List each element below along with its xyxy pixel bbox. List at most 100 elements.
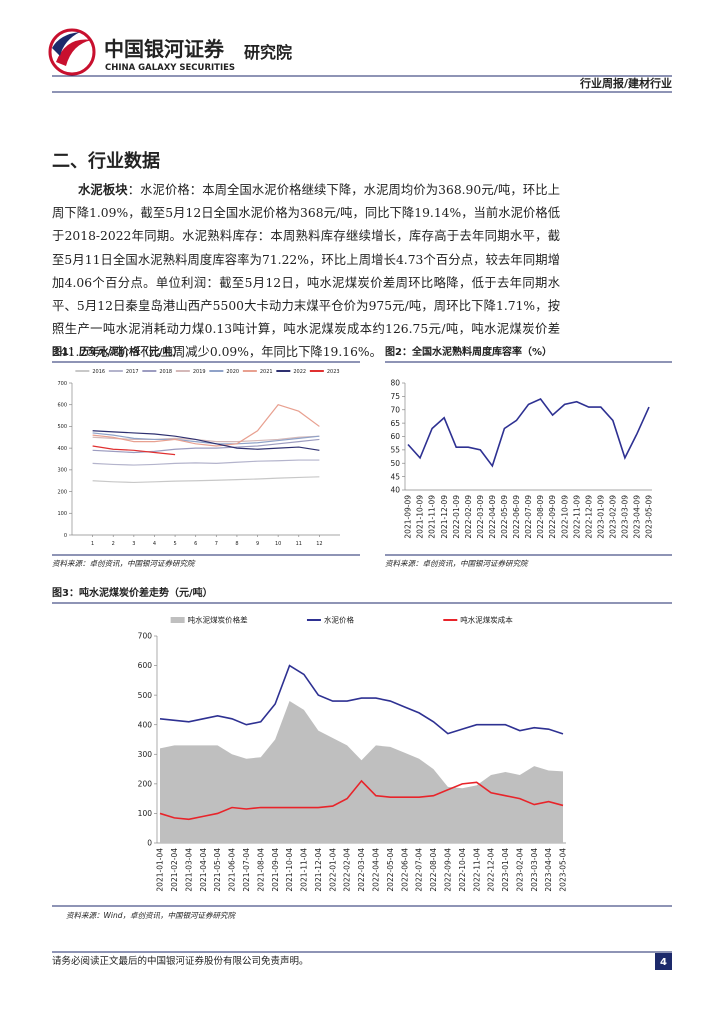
y-tick-label: 200	[138, 779, 153, 788]
x-tick-label: 2022-07-04	[415, 848, 424, 892]
y-tick-label: 65	[390, 419, 400, 428]
x-tick-label: 2023-01-04	[501, 848, 510, 892]
legend-label: 吨水泥煤炭价格差	[188, 615, 248, 625]
y-tick-label: 0	[64, 533, 67, 539]
x-tick-label: 2022-10-04	[458, 848, 467, 892]
line	[92, 432, 320, 445]
x-tick-label: 2	[112, 541, 115, 547]
brand: 中国银河证券	[104, 37, 225, 61]
x-tick-label: 2022-04-04	[372, 848, 381, 892]
figure-source: 资料来源：卓创资讯，中国银河证券研究院	[52, 559, 196, 568]
x-tick-label: 1	[91, 541, 94, 547]
x-tick-label: 2022-04-09	[488, 495, 497, 539]
x-tick-label: 7	[215, 541, 218, 547]
legend-label: 2021	[260, 369, 273, 375]
y-tick-label: 55	[390, 446, 400, 455]
x-tick-label: 2021-12-04	[314, 848, 323, 892]
x-tick-label: 6	[194, 541, 197, 547]
x-tick-label: 2022-07-09	[524, 495, 533, 539]
y-tick-label: 50	[390, 459, 400, 468]
x-tick-label: 2023-03-04	[530, 848, 539, 892]
x-tick-label: 2022-11-09	[572, 495, 581, 539]
x-tick-label: 2023-02-09	[608, 495, 617, 539]
legend-label: 2022	[293, 369, 306, 375]
y-tick-label: 200	[57, 489, 67, 495]
y-tick-label: 100	[138, 809, 153, 818]
x-tick-label: 2022-03-09	[476, 495, 485, 539]
line	[407, 398, 650, 468]
x-tick-label: 2022-12-09	[584, 495, 593, 539]
legend-label: 2017	[126, 369, 139, 375]
legend-label: 2018	[159, 369, 172, 375]
x-tick-label: 2023-05-09	[645, 495, 654, 539]
y-tick-label: 60	[390, 432, 400, 441]
paragraph-lead: 水泥板块	[78, 182, 128, 197]
y-tick-label: 75	[390, 392, 400, 401]
x-tick-label: 2023-04-04	[544, 848, 553, 892]
y-tick-label: 500	[57, 424, 67, 430]
line	[92, 459, 320, 466]
x-tick-label: 2021-09-09	[404, 495, 413, 539]
x-tick-label: 2023-05-04	[559, 848, 568, 892]
x-tick-label: 2021-03-04	[184, 848, 193, 892]
line	[92, 435, 320, 443]
x-tick-label: 9	[256, 541, 259, 547]
x-tick-label: 3	[132, 541, 135, 547]
x-tick-label: 2022-01-09	[452, 495, 461, 539]
area	[160, 701, 563, 843]
x-tick-label: 2022-05-09	[500, 495, 509, 539]
line	[92, 438, 320, 454]
x-tick-label: 2022-05-04	[386, 848, 395, 892]
line	[92, 476, 320, 484]
page-box	[655, 953, 672, 970]
x-tick-label: 11	[296, 541, 302, 547]
figure-source: 资料来源：卓创资讯，中国银河证券研究院	[385, 559, 529, 568]
x-tick-label: 12	[316, 541, 322, 547]
legend-label: 2020	[226, 369, 239, 375]
x-tick-label: 2023-02-04	[515, 848, 524, 892]
x-tick-label: 4	[153, 541, 156, 547]
x-tick-label: 2021-01-04	[156, 848, 165, 892]
x-tick-label: 2023-03-09	[621, 495, 630, 539]
x-tick-label: 2022-12-04	[487, 848, 496, 892]
legend-label: 水泥价格	[324, 615, 354, 625]
figure-source: 资料来源：Wind，卓创资讯，中国银河证券研究院	[66, 911, 237, 920]
y-tick-label: 70	[390, 405, 400, 414]
y-tick-label: 300	[57, 468, 67, 474]
x-tick-label: 2021-09-04	[271, 848, 280, 892]
x-tick-label: 2022-09-04	[443, 848, 452, 892]
x-tick-label: 2021-11-09	[428, 495, 437, 539]
line	[159, 664, 564, 735]
paragraph: 水泥板块：水泥价格：本周全国水泥价格继续下降，水泥周均价为368.90元/吨，环…	[52, 178, 560, 365]
x-tick-label: 2022-01-04	[328, 848, 337, 892]
line	[92, 404, 320, 447]
x-tick-label: 2022-10-09	[560, 495, 569, 539]
figure-title: 图3：吨水泥煤炭价差走势（元/吨）	[52, 586, 213, 599]
page-number: 4	[660, 957, 667, 968]
x-tick-label: 2022-06-04	[400, 848, 409, 892]
x-tick-label: 2023-04-09	[633, 495, 642, 539]
line	[92, 445, 176, 456]
legend-label: 吨水泥煤炭成本	[460, 615, 513, 625]
legend-label: 2016	[92, 369, 105, 375]
report-type: 行业周报/建材行业	[579, 76, 672, 90]
y-tick-label: 400	[138, 720, 153, 729]
y-tick-label: 45	[390, 472, 400, 481]
y-tick-label: 700	[138, 632, 153, 641]
line	[159, 779, 564, 821]
y-tick-label: 600	[57, 402, 67, 408]
x-tick-label: 2021-10-09	[416, 495, 425, 539]
y-tick-label: 300	[138, 750, 153, 759]
y-tick-label: 80	[390, 379, 400, 388]
y-tick-label: 400	[57, 446, 67, 452]
x-tick-label: 2022-06-09	[512, 495, 521, 539]
x-tick-label: 2022-08-09	[536, 495, 545, 539]
y-tick-label: 600	[138, 661, 153, 670]
x-tick-label: 8	[235, 541, 238, 547]
x-tick-label: 2022-08-04	[429, 848, 438, 892]
x-tick-label: 5	[173, 541, 176, 547]
x-tick-label: 2021-05-04	[213, 848, 222, 892]
disclaimer: 请务必阅读正文最后的中国银河证券股份有限公司免责声明。	[52, 955, 309, 967]
